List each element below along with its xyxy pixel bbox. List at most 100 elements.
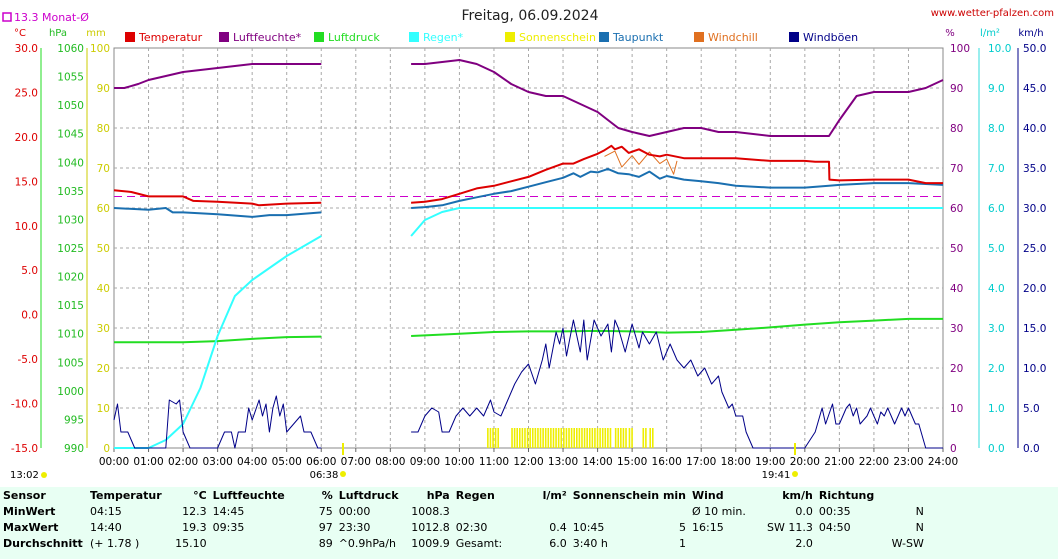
stats-header-pressure: Luftdruck [336,487,406,503]
percent-tick-label: 100 [950,43,970,55]
stats-cell: 14:45 [210,503,288,519]
stats-cell: 5 [641,519,689,535]
stats-cell: (+ 1.78 ) [87,535,165,551]
sunshine-bar [599,428,601,448]
stats-header-wind-unit: km/h [764,487,816,503]
pressure-tick-label: 1015 [57,300,84,312]
sunshine-bar [519,428,521,448]
stats-cell: Ø 10 min. [689,503,764,519]
sunshine-bar [516,428,518,448]
temp-tick-label: 20.0 [15,132,38,144]
mm-tick-label: 20 [97,363,110,375]
stats-header-sunshine: Sonnenschein min [570,487,689,503]
stats-header-humidity-unit: % [288,487,336,503]
sunshine-bar [537,428,539,448]
percent-tick-label: 20 [950,363,963,375]
time-tick-label: 21:00 [824,456,854,468]
sunshine-bar [529,428,531,448]
sunshine-bar [597,428,599,448]
mm-tick-label: 80 [97,123,110,135]
time-tick-label: 13:00 [548,456,578,468]
sunshine-bar [547,428,549,448]
stats-cell: 04:15 [87,503,165,519]
weather-chart: Freitag, 06.09.2024 www.wetter-pfalzen.c… [0,0,1058,487]
stats-cell: 10:45 [570,519,641,535]
sunshine-bar [645,428,647,448]
sunshine-bar [571,428,573,448]
time-tick-label: 05:00 [272,456,302,468]
percent-tick-label: 50 [950,243,963,255]
temp-tick-label: -15.0 [11,443,38,455]
rain-tick-label: 5.0 [988,243,1005,255]
legend-swatch [599,32,609,42]
stats-cell: SW 11.3 [764,519,816,535]
percent-tick-label: 90 [950,83,963,95]
wind-tick-label: 35.0 [1023,163,1046,175]
sunshine-bar [584,428,586,448]
time-tick-label: 11:00 [479,456,509,468]
sunshine-bar [610,428,612,448]
pressure-tick-label: 1050 [57,100,84,112]
sunshine-bar [607,428,609,448]
stats-cell: 23:30 [336,519,406,535]
legend-swatch [219,32,229,42]
wind-unit-label: km/h [1018,28,1043,39]
time-tick-label: 14:00 [582,456,612,468]
rain-tick-label: 1.0 [988,403,1005,415]
stats-cell [689,535,764,551]
stats-header-rain-unit: l/m² [523,487,570,503]
temp-tick-label: 15.0 [15,176,38,188]
sunshine-bar [566,428,568,448]
stats-header-rain: Regen [453,487,523,503]
stats-cell: 1 [641,535,689,551]
wind-tick-label: 5.0 [1023,403,1040,415]
sunshine-bar [568,428,570,448]
wind-tick-label: 30.0 [1023,203,1046,215]
sunshine-bar [532,428,534,448]
temp-tick-label: -10.0 [11,399,38,411]
legend-label: Sonnenschein [519,31,596,44]
site-link[interactable]: www.wetter-pfalzen.com [931,8,1054,19]
pressure-tick-label: 1030 [57,214,84,226]
stats-cell: 1012.8 [406,519,453,535]
sunshine-bar [563,428,565,448]
temp-tick-label: -5.0 [18,354,39,366]
sunshine-bar [604,428,606,448]
stats-row-label: MaxWert [0,519,87,535]
temp-tick-label: 5.0 [21,265,38,277]
mm-tick-label: 40 [97,283,110,295]
mm-tick-label: 0 [103,443,110,455]
mm-tick-label: 100 [90,43,110,55]
stats-row-label: MinWert [0,503,87,519]
stats-header-humidity: Luftfeuchte [210,487,288,503]
time-tick-label: 08:00 [375,456,405,468]
stats-cell: N [881,503,927,519]
pressure-tick-label: 1020 [57,272,84,284]
stats-cell: 00:00 [336,503,406,519]
sunshine-bar [514,428,516,448]
stats-cell: 12.3 [165,503,210,519]
pressure-tick-label: 1035 [57,186,84,198]
pressure-tick-label: 1045 [57,129,84,141]
sunshine-bar [623,428,625,448]
pressure-tick-label: 1010 [57,329,84,341]
sunshine-bar [560,428,562,448]
stats-row-label: Durchschnitt [0,535,87,551]
legend-label: Temperatur [138,31,203,44]
stats-cell: 15.10 [165,535,210,551]
stats-cell: 04:50 [816,519,881,535]
sunset-time: 19:41 [762,470,791,481]
sunshine-bar [579,428,581,448]
stats-cell: 00:35 [816,503,881,519]
stats-cell: 3:40 h [570,535,641,551]
stats-cell: 02:30 [453,519,523,535]
pressure-tick-label: 1000 [57,386,84,398]
mm-tick-label: 30 [97,323,110,335]
pressure-tick-label: 990 [64,443,84,455]
legend-label: Luftfeuchte* [233,31,302,44]
stats-cell: 97 [288,519,336,535]
sunshine-bar [540,428,542,448]
sunshine-bar [495,428,497,448]
stats-cell [523,503,570,519]
time-tick-label: 16:00 [652,456,682,468]
